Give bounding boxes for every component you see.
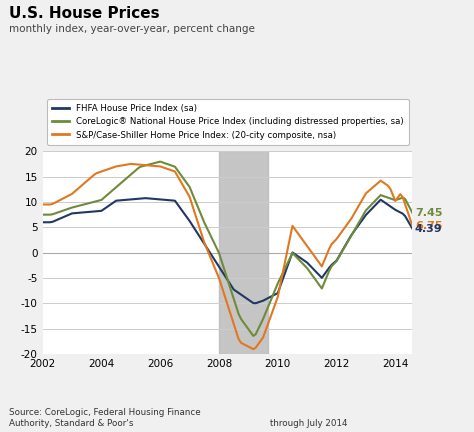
Text: 7.45: 7.45: [415, 208, 442, 218]
Text: through July 2014: through July 2014: [270, 419, 348, 428]
Text: 6.75: 6.75: [415, 221, 442, 231]
Text: 4.39: 4.39: [415, 224, 442, 234]
Text: Source: CoreLogic, Federal Housing Finance
Authority, Standard & Poor's: Source: CoreLogic, Federal Housing Finan…: [9, 408, 201, 428]
Text: monthly index, year-over-year, percent change: monthly index, year-over-year, percent c…: [9, 24, 255, 34]
Text: U.S. House Prices: U.S. House Prices: [9, 6, 160, 22]
Legend: FHFA House Price Index (sa), CoreLogic® National House Price Index (including di: FHFA House Price Index (sa), CoreLogic® …: [47, 99, 409, 145]
Bar: [219, 151, 268, 354]
